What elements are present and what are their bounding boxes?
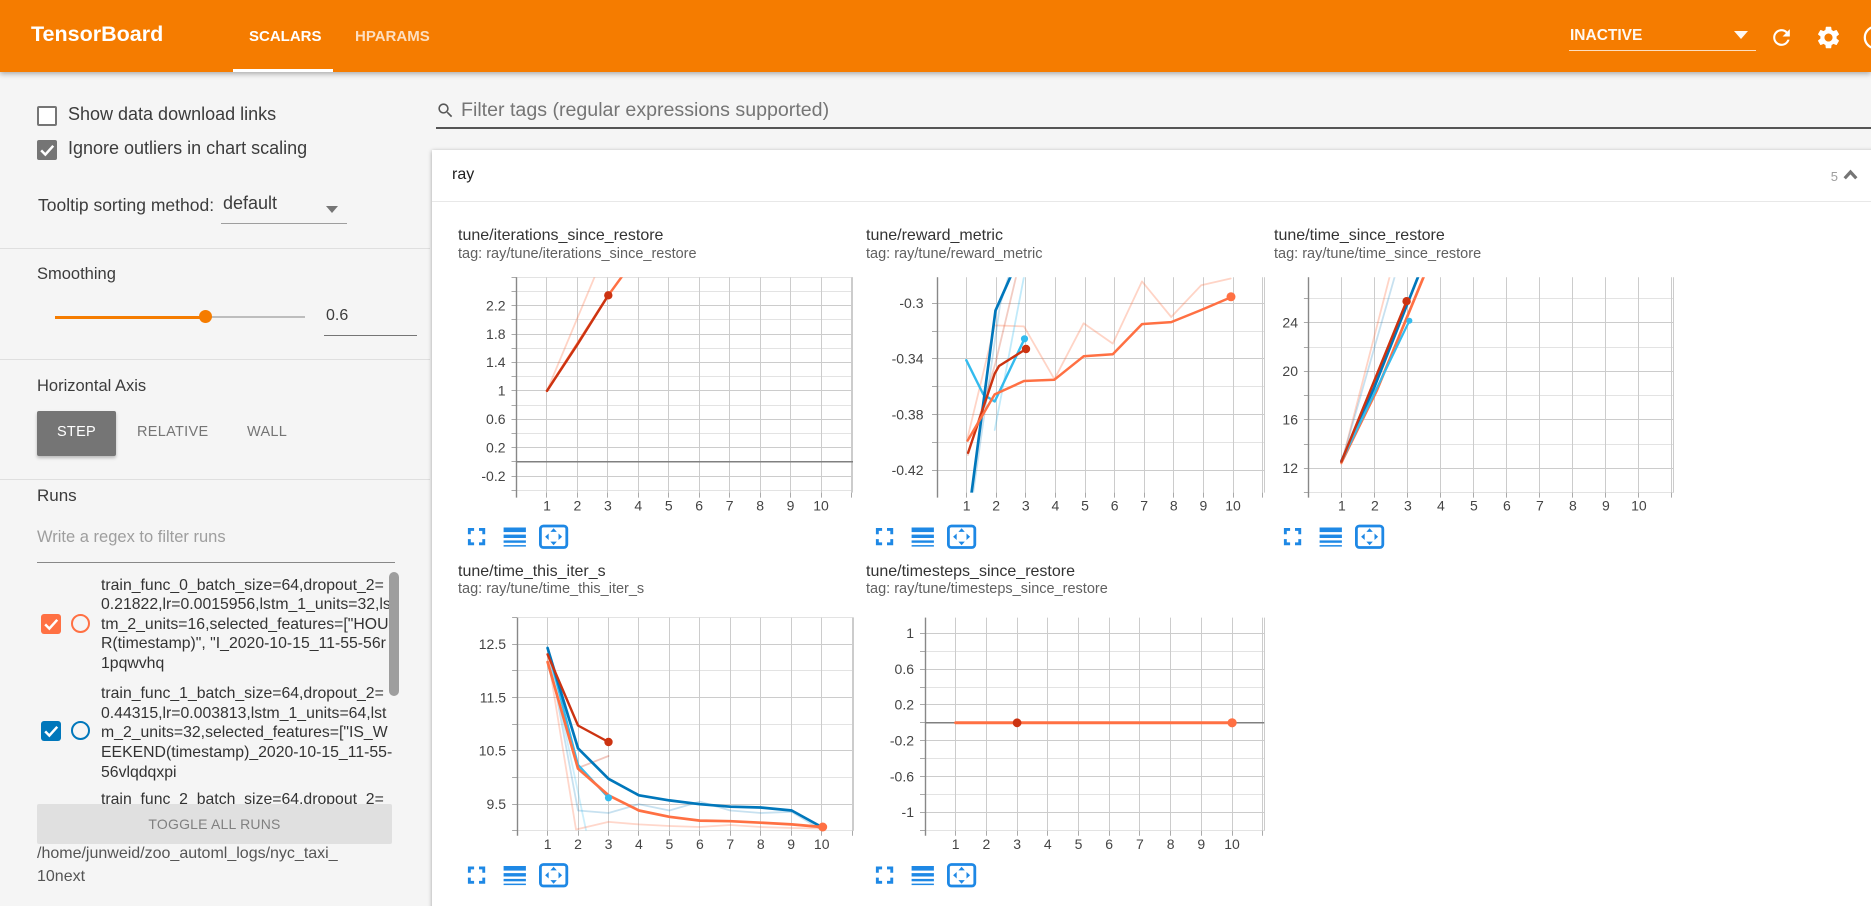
svg-text:0.6: 0.6 — [486, 411, 506, 427]
svg-text:10.5: 10.5 — [479, 743, 506, 759]
svg-text:4: 4 — [1437, 498, 1445, 514]
svg-text:7: 7 — [1136, 836, 1144, 852]
svg-text:9: 9 — [787, 498, 795, 514]
svg-text:9: 9 — [1197, 836, 1205, 852]
svg-text:1: 1 — [963, 498, 971, 514]
svg-text:-0.2: -0.2 — [481, 468, 505, 484]
svg-text:10: 10 — [1224, 836, 1240, 852]
svg-text:5: 5 — [1470, 498, 1478, 514]
svg-text:-1: -1 — [902, 804, 915, 820]
svg-text:3: 3 — [1013, 836, 1021, 852]
svg-text:-0.42: -0.42 — [892, 462, 924, 478]
svg-text:1: 1 — [543, 498, 551, 514]
svg-text:9: 9 — [1602, 498, 1610, 514]
svg-text:10: 10 — [813, 498, 829, 514]
svg-text:8: 8 — [756, 498, 764, 514]
svg-text:8: 8 — [1167, 836, 1175, 852]
svg-text:1: 1 — [544, 836, 552, 852]
svg-text:6: 6 — [695, 498, 703, 514]
svg-text:1: 1 — [952, 836, 960, 852]
svg-text:3: 3 — [605, 836, 613, 852]
svg-text:2: 2 — [574, 836, 582, 852]
svg-text:2.2: 2.2 — [486, 297, 506, 313]
svg-text:12.5: 12.5 — [479, 636, 506, 652]
svg-text:16: 16 — [1282, 412, 1298, 428]
svg-text:10: 10 — [1631, 498, 1647, 514]
svg-text:1.4: 1.4 — [486, 354, 506, 370]
svg-text:8: 8 — [1170, 498, 1178, 514]
svg-text:0.2: 0.2 — [895, 697, 915, 713]
svg-text:4: 4 — [1044, 836, 1052, 852]
svg-text:6: 6 — [1503, 498, 1511, 514]
svg-text:-0.38: -0.38 — [892, 406, 924, 422]
svg-text:2: 2 — [992, 498, 1000, 514]
svg-text:2: 2 — [1371, 498, 1379, 514]
svg-text:4: 4 — [634, 498, 642, 514]
svg-text:7: 7 — [726, 836, 734, 852]
svg-text:8: 8 — [757, 836, 765, 852]
svg-text:7: 7 — [1140, 498, 1148, 514]
svg-text:7: 7 — [726, 498, 734, 514]
svg-text:5: 5 — [1075, 836, 1083, 852]
svg-text:3: 3 — [1404, 498, 1412, 514]
svg-text:11.5: 11.5 — [480, 689, 506, 705]
svg-text:4: 4 — [1052, 498, 1060, 514]
svg-text:5: 5 — [665, 498, 673, 514]
svg-text:6: 6 — [1105, 836, 1113, 852]
svg-text:-0.34: -0.34 — [892, 351, 924, 367]
svg-text:0.6: 0.6 — [895, 661, 915, 677]
svg-text:0.2: 0.2 — [486, 439, 506, 455]
svg-text:6: 6 — [696, 836, 704, 852]
svg-text:1: 1 — [498, 383, 506, 399]
svg-text:9: 9 — [787, 836, 795, 852]
svg-text:3: 3 — [1022, 498, 1030, 514]
svg-text:5: 5 — [1081, 498, 1089, 514]
svg-text:5: 5 — [666, 836, 674, 852]
svg-text:-0.2: -0.2 — [890, 733, 914, 749]
svg-text:3: 3 — [604, 498, 612, 514]
svg-text:24: 24 — [1282, 315, 1298, 331]
svg-text:4: 4 — [635, 836, 643, 852]
svg-text:10: 10 — [814, 836, 830, 852]
svg-text:12: 12 — [1282, 460, 1298, 476]
svg-text:1.8: 1.8 — [486, 326, 506, 342]
svg-text:10: 10 — [1225, 498, 1241, 514]
svg-text:1: 1 — [1338, 498, 1346, 514]
svg-text:6: 6 — [1111, 498, 1119, 514]
svg-text:9: 9 — [1200, 498, 1208, 514]
svg-text:8: 8 — [1569, 498, 1577, 514]
svg-text:7: 7 — [1536, 498, 1544, 514]
svg-text:2: 2 — [574, 498, 582, 514]
svg-text:1: 1 — [906, 625, 914, 641]
svg-text:20: 20 — [1282, 363, 1298, 379]
svg-text:-0.6: -0.6 — [890, 768, 914, 784]
svg-text:-0.3: -0.3 — [899, 295, 923, 311]
svg-text:9.5: 9.5 — [487, 796, 507, 812]
svg-text:2: 2 — [983, 836, 991, 852]
